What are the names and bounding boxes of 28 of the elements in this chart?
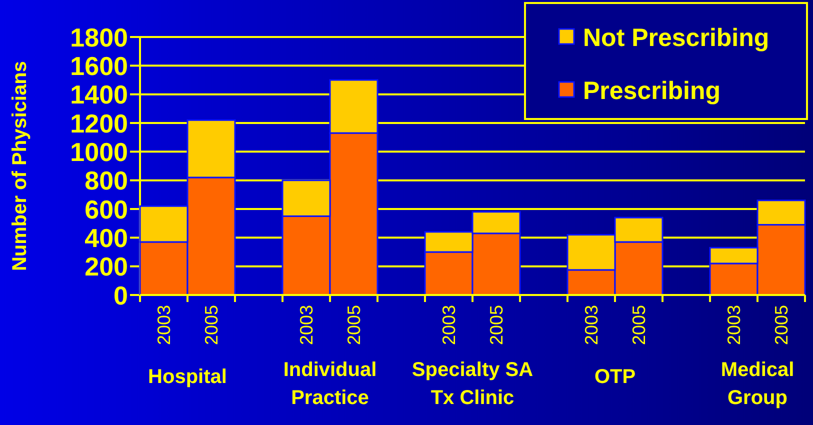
x-tick-label: 2003	[581, 305, 602, 346]
y-axis-title: Number of Physicians	[9, 60, 31, 272]
y-tick-label: 1200	[70, 108, 128, 138]
x-tick-label: 2005	[201, 305, 222, 346]
x-tick-label: 2005	[628, 305, 649, 346]
legend-label: Not Prescribing	[583, 24, 770, 52]
legend-label: Prescribing	[583, 77, 721, 105]
y-tick-label: 400	[84, 223, 128, 254]
x-tick-label: 2003	[438, 305, 459, 346]
y-tick-label: 1400	[70, 80, 128, 110]
x-tick-label: 2005	[771, 305, 792, 346]
x-tick-label: 2005	[344, 305, 364, 346]
x-tick-label: 2003	[296, 305, 316, 346]
y-tick-label: 0	[114, 280, 128, 310]
y-tick-label: 200	[84, 252, 128, 282]
text: Hospital	[148, 366, 227, 388]
y-tick-label: 600	[84, 194, 128, 224]
x-tick-label: 2005	[486, 305, 506, 346]
y-tick-label: 1000	[70, 137, 128, 168]
x-tick-label: 2003	[724, 305, 744, 346]
y-tick-label: 1600	[70, 51, 128, 82]
text: OTP	[594, 366, 636, 388]
text: Individual Practice	[283, 359, 377, 409]
y-tick-label: 1800	[70, 22, 128, 52]
text: Specialty SA Tx Clinic	[412, 359, 534, 409]
text: Medical Group	[720, 359, 794, 409]
y-tick-label: 800	[84, 166, 128, 196]
x-tick-label: 2003	[154, 305, 174, 346]
